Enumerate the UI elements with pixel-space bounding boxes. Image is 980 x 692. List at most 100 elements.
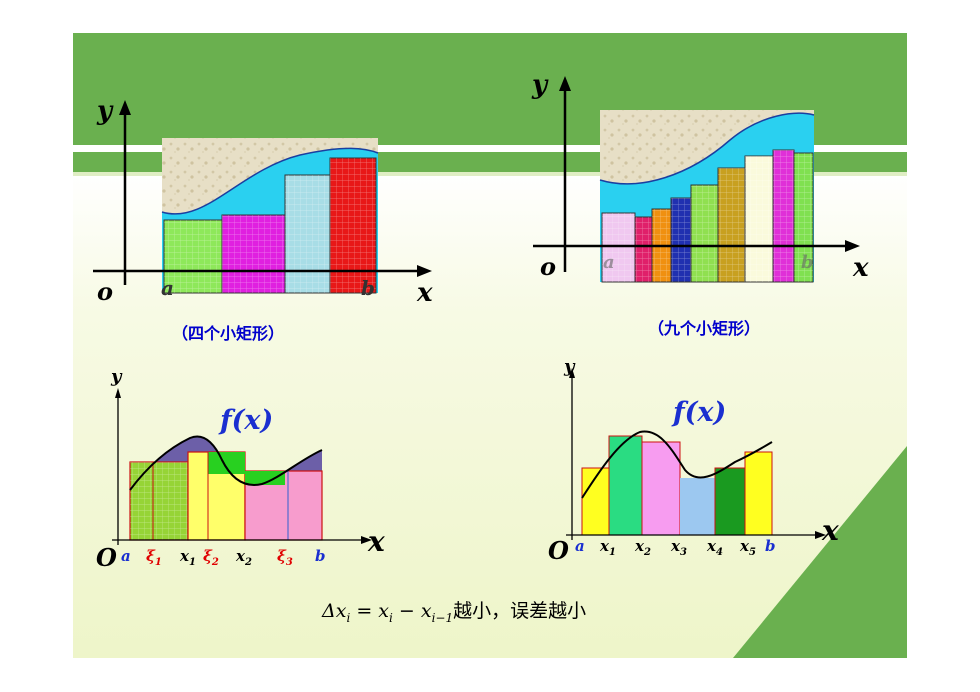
tr-rect-grid-1 [602,213,635,282]
top-left-diagram [93,100,432,294]
br-tick-text-5: x [707,537,716,555]
x-axis-arrow [845,240,860,252]
rect-4 [680,478,715,535]
header-stripe-light [73,172,907,176]
function-curve [129,435,323,491]
tl-rect-grid-1 [164,220,222,293]
bl-tick-text-2: ξ [146,547,155,565]
br-tick-6: x5 [740,537,756,558]
bl-tick-text-1: a [121,547,131,565]
bl-tick-sub-4: 2 [211,557,219,568]
x-axis-arrow [417,265,432,277]
tr-y-label: y [532,70,548,100]
tr-caption: （九个小矩形） [648,319,761,338]
tr-rect-grid-2 [635,217,652,282]
overhang-1 [208,452,245,474]
tl-origin-label: o [97,277,114,306]
tl-rect-grid-4 [330,158,376,293]
curve [161,147,379,215]
formula-lhs-sub: i [346,610,351,625]
rect-5 [714,467,746,536]
formula-eq: = x [350,600,389,622]
bl-tick-4: ξ2 [203,547,219,568]
tr-rect-grid-5 [691,185,718,282]
bl-tick-1: a [121,547,131,565]
formula-text: 越小，误差越小 [453,600,587,622]
tl-rect-grid-3 [285,175,330,293]
br-tick-sub-5: 4 [715,547,723,558]
bottom-left-diagram [112,388,372,545]
br-tick-3: x2 [635,537,651,558]
rect-2 [608,435,643,536]
y-axis-arrow [119,100,131,115]
bl-tick-6: ξ3 [277,547,293,568]
br-tick-sub-3: 2 [643,547,651,558]
tr-origin-label: o [540,252,557,281]
br-tick-sub-4: 3 [679,547,687,558]
bl-tick-text-6: ξ [277,547,286,565]
rect-6 [744,451,773,536]
tl-x-label: x [417,278,433,308]
formula-lhs: Δx [322,600,347,622]
bl-tick-text-7: b [315,547,326,565]
tl-a-label: a [161,276,174,300]
tl-b-label: b [361,276,375,300]
br-function-label: f(x) [673,397,727,428]
y-axis-arrow [115,388,121,398]
formula: Δxi = xi − xi−1越小，误差越小 [322,596,586,625]
br-tick-text-2: x [600,537,609,555]
br-tick-2: x1 [600,537,616,558]
y-axis-arrow [569,368,575,378]
function-curve [581,430,773,499]
tl-y-label: y [97,96,113,126]
br-tick-sub-2: 1 [608,547,616,558]
tr-rect-grid-4 [671,198,691,282]
br-y-label: y [564,356,575,377]
br-x-label: x [822,514,839,547]
bl-tick-5: x2 [236,547,252,568]
tl-rect-grid-2 [222,215,285,293]
tr-rect-grid-7 [745,156,773,282]
header-stripe [73,145,907,152]
tr-rect-grid-6 [718,168,745,282]
bl-tick-text-3: x [180,547,189,565]
x-axis-arrow [815,531,826,539]
formula-t1-sub: i [389,610,393,625]
tr-b-label: b [801,252,814,273]
tr-x-label: x [853,253,869,283]
bl-tick-2: ξ1 [146,547,162,568]
bl-y-label: y [111,366,122,387]
tr-rect-grid-9 [794,153,813,282]
tr-a-label: a [603,252,615,273]
rect-3 [641,441,681,536]
rectangle-group [601,149,814,283]
tr-rect-grid-8 [773,150,794,282]
br-tick-4: x3 [671,537,687,558]
br-tick-text-3: x [635,537,644,555]
bottom-right-diagram [566,368,826,540]
br-tick-text-7: b [765,537,776,555]
y-axis-arrow [559,76,571,91]
bl-x-label: x [368,525,385,558]
br-tick-text-6: x [740,537,749,555]
bl-tick-sub-5: 2 [244,557,252,568]
br-tick-sub-6: 5 [748,547,756,558]
bl-tick-sub-2: 1 [154,557,162,568]
bl-origin-label: O [96,543,117,572]
overhang-2 [245,471,285,485]
curve [599,112,815,185]
bl-tick-text-4: ξ [203,547,212,565]
rect-1-grid [130,462,188,540]
bl-tick-text-5: x [236,547,245,565]
formula-t2-sub: i−1 [431,610,454,625]
br-tick-5: x4 [707,537,723,558]
br-origin-label: O [548,536,569,565]
br-tick-text-4: x [671,537,680,555]
formula-minus: − x [392,600,432,622]
br-tick-text-1: a [575,537,585,555]
bl-tick-sub-3: 1 [188,557,196,568]
br-tick-1: a [575,537,585,555]
bl-tick-7: b [315,547,326,565]
tl-caption: （四个小矩形） [172,324,285,343]
